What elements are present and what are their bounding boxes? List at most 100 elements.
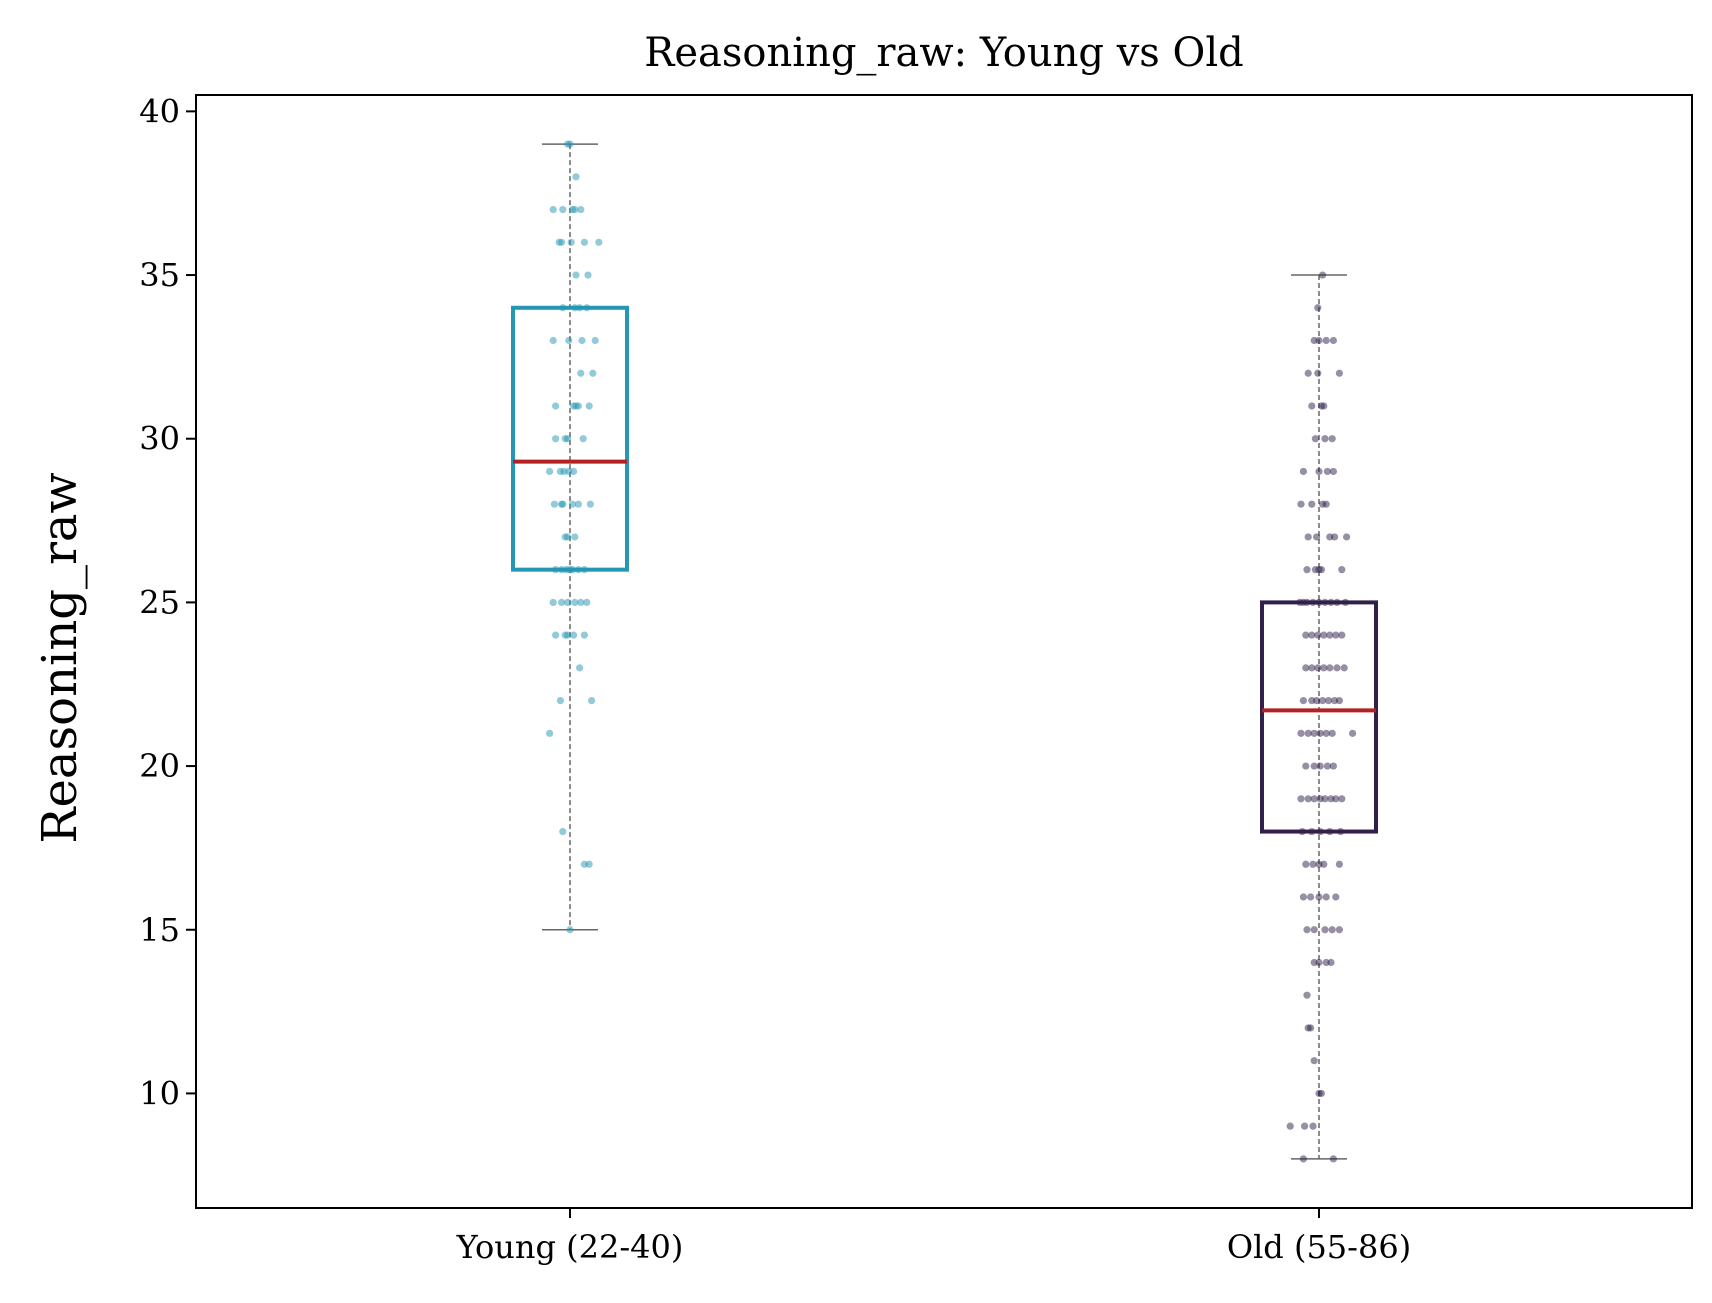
data-point [1301, 1122, 1309, 1130]
data-point [1316, 762, 1324, 770]
data-point [580, 238, 589, 246]
data-point [1314, 304, 1322, 312]
data-point [588, 697, 596, 705]
data-point [559, 205, 567, 214]
data-point [1321, 435, 1329, 443]
data-point [583, 598, 591, 606]
y-tick-label: 40 [139, 92, 180, 130]
data-point [1307, 893, 1315, 901]
data-point [1319, 271, 1327, 279]
data-point [1297, 729, 1305, 737]
data-point [1304, 795, 1312, 803]
data-point [591, 336, 599, 345]
data-point [1326, 631, 1334, 639]
data-point [572, 173, 580, 181]
data-point [585, 402, 593, 410]
data-point [1335, 860, 1343, 868]
data-point [1303, 566, 1311, 574]
data-point [584, 271, 592, 279]
data-point [1332, 631, 1340, 639]
data-point [1314, 631, 1322, 639]
data-point [1327, 958, 1335, 967]
data-point [1322, 336, 1330, 345]
data-point [559, 500, 567, 508]
data-point [1302, 664, 1310, 672]
data-point [1323, 762, 1331, 770]
data-point [1308, 500, 1316, 508]
data-point [572, 402, 580, 410]
data-point [559, 827, 567, 836]
data-point [546, 729, 554, 737]
data-point [1315, 467, 1323, 476]
data-point [1332, 893, 1340, 901]
data-point [552, 631, 560, 639]
data-point [1303, 991, 1311, 999]
data-point [1311, 435, 1319, 443]
box-iqr [1260, 600, 1378, 834]
data-point [564, 631, 572, 639]
data-point [1297, 795, 1305, 803]
data-point [558, 238, 566, 246]
data-point [1320, 664, 1328, 672]
y-axis-label: Reasoning_raw [32, 472, 88, 843]
data-point [546, 467, 554, 476]
whiskers [542, 143, 1347, 1160]
plot-frame [195, 94, 1693, 1209]
data-point [560, 467, 568, 476]
data-point [1335, 926, 1343, 934]
data-point [1302, 631, 1310, 639]
data-point [1338, 795, 1346, 803]
data-point [552, 435, 560, 443]
data-point [1329, 467, 1337, 476]
data-point [1328, 435, 1336, 443]
data-point [576, 664, 584, 672]
data-point [1320, 860, 1328, 868]
data-point [1302, 860, 1310, 868]
data-point [580, 631, 589, 639]
data-point [570, 631, 578, 639]
data-point [1310, 729, 1318, 737]
data-point [1308, 631, 1316, 639]
data-point [1304, 533, 1312, 541]
data-point [571, 533, 579, 541]
data-point [1325, 697, 1333, 705]
data-point [1321, 926, 1329, 934]
y-tick-label: 20 [139, 747, 180, 785]
data-point [564, 140, 572, 148]
data-point [566, 926, 574, 934]
data-point [577, 205, 585, 214]
data-point [1326, 664, 1334, 672]
data-point [1304, 729, 1312, 737]
data-point [1314, 664, 1322, 672]
data-point [1308, 664, 1316, 672]
data-point [1299, 697, 1307, 705]
data-point [1338, 631, 1346, 639]
data-point [1310, 1057, 1318, 1065]
y-axis: 10 15 20 25 30 35 40 [139, 92, 196, 1112]
data-point [1314, 369, 1322, 377]
data-point [1310, 926, 1318, 934]
data-point [561, 435, 569, 443]
data-point [549, 205, 557, 214]
data-point [1313, 533, 1321, 541]
data-point [1297, 500, 1305, 508]
data-point [571, 598, 579, 606]
data-point [564, 533, 572, 541]
y-tick-label: 25 [139, 583, 180, 621]
x-axis: Young (22-40) Old (55-86) [456, 1208, 1411, 1266]
data-point [1302, 762, 1310, 770]
data-point [577, 598, 585, 606]
data-point [564, 598, 572, 606]
data-point [558, 598, 566, 606]
data-point [1315, 893, 1323, 901]
data-point [1322, 500, 1330, 508]
data-point [578, 336, 586, 345]
data-point [549, 336, 557, 345]
data-point [1343, 533, 1351, 541]
x-tick-label: Old (55-86) [1227, 1228, 1411, 1266]
data-point [1310, 762, 1318, 770]
data-point [570, 467, 578, 476]
data-point [549, 598, 557, 606]
data-point [1319, 697, 1327, 705]
